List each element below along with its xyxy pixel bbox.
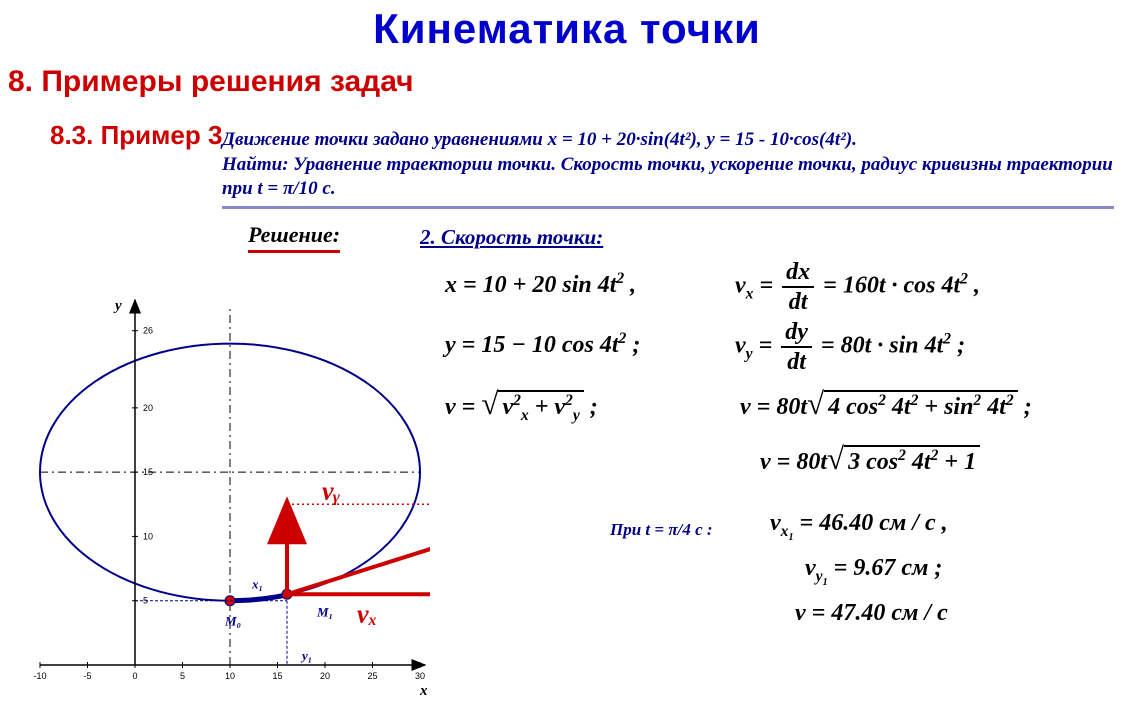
- frac-dt: dt: [782, 288, 814, 314]
- svg-text:M₁: M₁: [316, 604, 333, 619]
- eq-vy: vy = dydt = 80t · sin 4t2 ;: [735, 320, 965, 374]
- frac-dy: dy: [781, 320, 812, 348]
- svg-text:M₀: M₀: [224, 614, 241, 629]
- eq-x: x = 10 + 20 sin 4t2 ,: [445, 270, 636, 299]
- eq-vx: vx = dxdt = 160t · cos 4t2 ,: [735, 260, 980, 314]
- frac-dx: dx: [782, 260, 814, 288]
- svg-text:20: 20: [320, 671, 330, 681]
- svg-text:-5: -5: [83, 671, 91, 681]
- page-title: Кинематика точки: [0, 5, 1134, 53]
- svg-text:20: 20: [143, 403, 153, 413]
- svg-text:30: 30: [415, 671, 425, 681]
- result-vx: vx1 = 46.40 см / с ,: [770, 510, 948, 543]
- svg-text:y₁: y₁: [300, 648, 312, 663]
- svg-text:25: 25: [367, 671, 377, 681]
- solution-label: Решение:: [248, 222, 340, 253]
- svg-text:x: x: [419, 683, 428, 699]
- problem-line-1: Движение точки задано уравнениями x = 10…: [222, 129, 857, 150]
- svg-text:0: 0: [132, 671, 137, 681]
- svg-text:-10: -10: [33, 671, 46, 681]
- result-vy: vy1 = 9.67 см ;: [805, 555, 942, 588]
- svg-text:vᵧ: vᵧ: [322, 476, 341, 505]
- svg-text:15: 15: [272, 671, 282, 681]
- eq-y: y = 15 − 10 cos 4t2 ;: [445, 330, 640, 359]
- example-title: 8.3. Пример 3: [50, 120, 222, 151]
- svg-text:5: 5: [180, 671, 185, 681]
- problem-statement: Движение точки задано уравнениями x = 10…: [222, 128, 1114, 202]
- at-time-label: При t = π/4 с :: [610, 520, 713, 540]
- divider: [222, 206, 1114, 209]
- svg-text:10: 10: [143, 531, 153, 541]
- svg-text:10: 10: [225, 671, 235, 681]
- trajectory-graph: -10-5051015202530510152026xyM₀M₁x₁y₁vₓvᵧ…: [0, 275, 430, 705]
- frac-dt2: dt: [781, 348, 812, 374]
- problem-line-2: Найти: Уравнение траектории точки. Скоро…: [222, 154, 1113, 200]
- eq-vmag: v = √v2x + v2y ;: [445, 390, 598, 425]
- eq-v-expand: v = 80t√4 cos2 4t2 + sin2 4t2 ;: [740, 390, 1032, 421]
- svg-text:y: y: [113, 298, 122, 314]
- svg-text:vₓ: vₓ: [357, 599, 377, 628]
- velocity-heading: 2. Скорость точки:: [420, 225, 603, 250]
- section-title: 8. Примеры решения задач: [8, 65, 414, 99]
- svg-text:26: 26: [143, 326, 153, 336]
- svg-text:x₁: x₁: [251, 577, 263, 592]
- svg-text:15: 15: [143, 467, 153, 477]
- eq-v-simplified: v = 80t√3 cos2 4t2 + 1: [760, 445, 980, 476]
- result-v: v = 47.40 см / с: [795, 600, 948, 627]
